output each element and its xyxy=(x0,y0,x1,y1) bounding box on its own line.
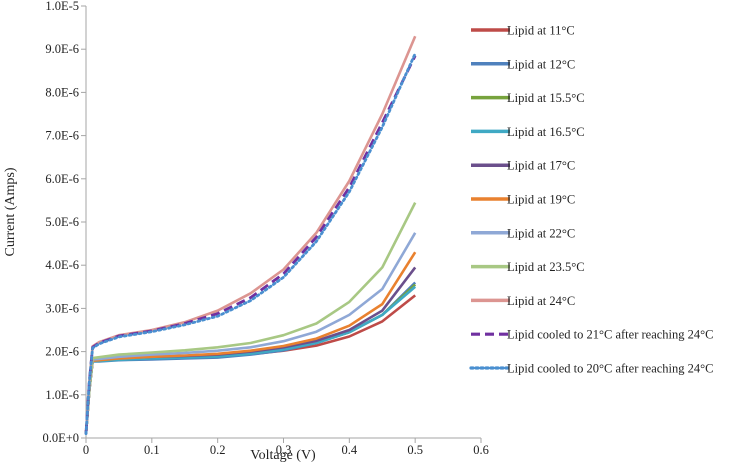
legend-item: Lipid at 22°C xyxy=(471,226,575,240)
y-tick-label: 8.0E-6 xyxy=(45,85,79,99)
legend-item: Lipid at 16.5°C xyxy=(471,125,585,139)
x-axis-ticks: 0 0.1 0.2 0.3 0.4 0.5 0.6 xyxy=(83,438,489,457)
legend-item: Lipid cooled to 21°C after reaching 24°C xyxy=(471,328,713,342)
series-line-lipid-at-24c xyxy=(84,35,417,434)
legend-label: Lipid at 15.5°C xyxy=(507,91,585,105)
y-axis-ticks: 0.0E+0 1.0E-6 2.0E-6 3.0E-6 4.0E-6 5.0E-6 6.0E… xyxy=(42,0,86,445)
legend: Lipid at 11°C Lipid at 12°C Lipid at 15.5°… xyxy=(469,24,713,376)
legend-label: Lipid at 19°C xyxy=(507,193,575,207)
legend-label: Lipid at 11°C xyxy=(507,24,575,38)
series-line-lipid-cooled-to-21c-after-reaching-24c xyxy=(84,55,417,434)
y-tick-label: 9.0E-6 xyxy=(45,42,79,56)
legend-item: Lipid at 24°C xyxy=(471,294,575,308)
legend-item: Lipid at 11°C xyxy=(471,24,575,38)
legend-label: Lipid cooled to 20°C after reaching 24°C xyxy=(507,362,713,376)
legend-item: Lipid at 12°C xyxy=(471,57,575,71)
series-lines xyxy=(84,35,417,436)
legend-item: Lipid at 19°C xyxy=(471,193,575,207)
legend-item: Lipid at 17°C xyxy=(471,159,575,173)
x-tick-label: 0.3 xyxy=(276,443,292,457)
y-axis-title: Current (Amps) xyxy=(3,167,18,256)
y-tick-label: 7.0E-6 xyxy=(45,129,79,143)
y-tick-label: 4.0E-6 xyxy=(45,258,79,272)
legend-label: Lipid at 12°C xyxy=(507,57,575,71)
plot-area: 0.0E+0 1.0E-6 2.0E-6 3.0E-6 4.0E-6 5.0E-6 6.0E… xyxy=(42,0,488,457)
legend-label: Lipid at 23.5°C xyxy=(507,260,585,274)
y-tick-label: 5.0E-6 xyxy=(45,215,79,229)
y-tick-label: 0.0E+0 xyxy=(42,431,79,445)
x-tick-label: 0.6 xyxy=(473,443,489,457)
series-line-lipid-at-16-5c xyxy=(84,285,417,434)
y-tick-label: 2.0E-6 xyxy=(45,345,79,359)
series-line-lipid-cooled-to-20c-after-reaching-24c xyxy=(84,52,417,436)
legend-label: Lipid cooled to 21°C after reaching 24°C xyxy=(507,328,713,342)
legend-item: Lipid cooled to 20°C after reaching 24°C xyxy=(469,362,713,376)
legend-label: Lipid at 16.5°C xyxy=(507,125,585,139)
x-tick-label: 0.2 xyxy=(210,443,226,457)
y-tick-label: 1.0E-6 xyxy=(45,388,79,402)
legend-item: Lipid at 23.5°C xyxy=(471,260,585,274)
x-tick-label: 0 xyxy=(83,443,89,457)
x-axis-title: Voltage (V) xyxy=(250,448,316,463)
y-tick-label: 6.0E-6 xyxy=(45,172,79,186)
legend-label: Lipid at 24°C xyxy=(507,294,575,308)
x-tick-label: 0.1 xyxy=(144,443,160,457)
series-line-lipid-at-23-5c xyxy=(84,202,417,434)
legend-label: Lipid at 17°C xyxy=(507,159,575,173)
y-tick-label: 1.0E-5 xyxy=(45,0,79,13)
y-tick-label: 3.0E-6 xyxy=(45,301,79,315)
legend-item: Lipid at 15.5°C xyxy=(471,91,585,105)
legend-label: Lipid at 22°C xyxy=(507,226,575,240)
x-tick-label: 0.4 xyxy=(342,443,358,457)
x-tick-label: 0.5 xyxy=(407,443,423,457)
